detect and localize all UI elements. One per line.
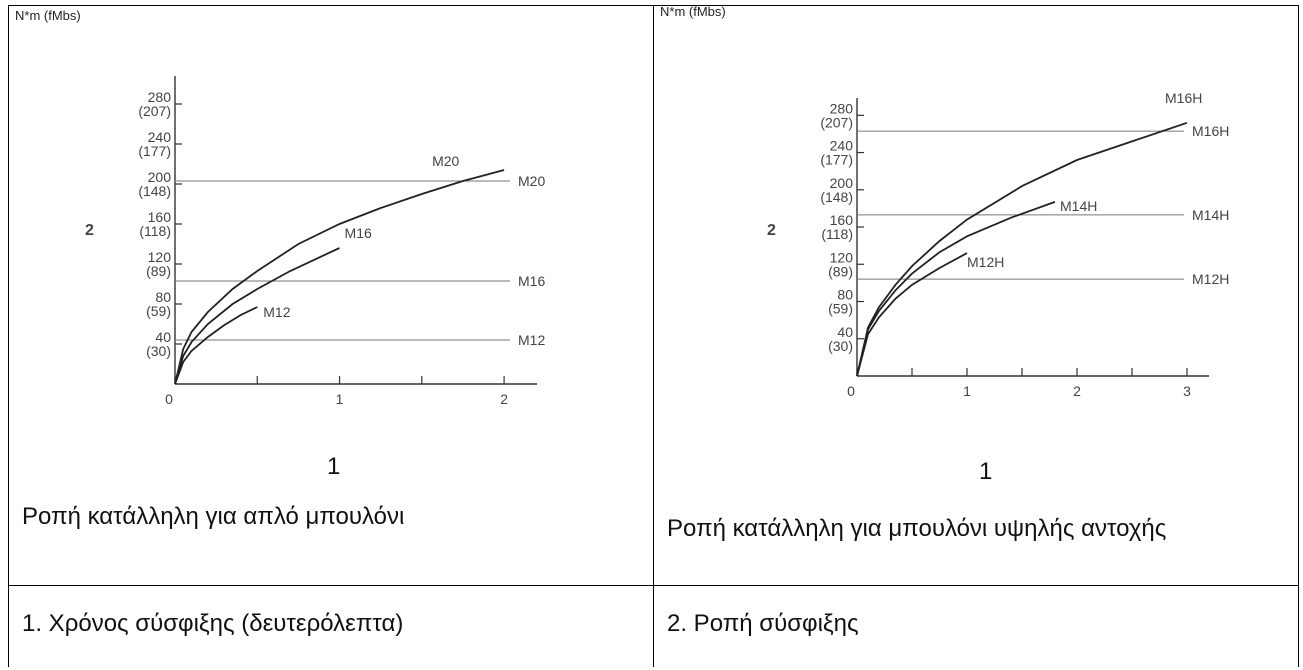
- x-tick-label: 2: [500, 391, 508, 407]
- series-label: M12: [263, 304, 290, 320]
- left-chart: 280(207)240(177)200(148)160(118)120(89)8…: [85, 76, 545, 407]
- x-tick-label: 1: [963, 383, 971, 399]
- y-tick-sublabel: (118): [821, 226, 853, 242]
- right-chart-caption: Ροπή κατάλληλη για μπουλόνι υψηλής αντοχ…: [667, 515, 1167, 542]
- y-tick-sublabel: (207): [138, 103, 171, 119]
- x-tick-label: 0: [847, 383, 855, 399]
- y-tick-sublabel: (207): [820, 114, 853, 130]
- x-tick-label: 1: [336, 391, 344, 407]
- y-tick-sublabel: (89): [828, 263, 853, 279]
- y-tick-sublabel: (118): [139, 223, 171, 239]
- y-tick-label: 120: [148, 249, 172, 265]
- reference-line-label: M20: [518, 173, 545, 189]
- x-tick-label: 3: [1183, 383, 1191, 399]
- footer-legend-torque: 2. Ροπή σύσφιξης: [667, 610, 859, 637]
- series-curve: [856, 201, 1056, 377]
- series-curve: [174, 169, 505, 385]
- y-tick-label: 280: [148, 89, 172, 105]
- series-curve: [856, 121, 1188, 377]
- y-tick-sublabel: (30): [146, 343, 171, 359]
- series-label: M14H: [1060, 198, 1097, 214]
- right-chart: 280(207)240(177)200(148)160(118)120(89)8…: [767, 90, 1229, 399]
- footer-legend-time: 1. Χρόνος σύσφιξης (δευτερόλεπτα): [22, 610, 404, 637]
- y-tick-label: 240: [148, 129, 172, 145]
- reference-line-label: M16: [518, 273, 545, 289]
- y-tick-label: 120: [830, 249, 854, 265]
- y-tick-sublabel: (59): [146, 303, 171, 319]
- x-tick-label: 0: [165, 391, 173, 407]
- left-chart-caption: Ροπή κατάλληλη για απλό μπουλόνι: [22, 503, 405, 530]
- series-curve: [174, 306, 258, 385]
- reference-line-label: M16H: [1192, 123, 1229, 139]
- y-tick-sublabel: (89): [146, 263, 171, 279]
- left-chart-cell: N*m (fMbs) 280 (207) 240 (177) 200 (148) 160 (1…: [8, 5, 654, 586]
- series-curve: [856, 252, 968, 377]
- y-tick-label: 40: [837, 324, 853, 340]
- series-label: M12H: [967, 254, 1004, 270]
- series-label: M20: [432, 153, 459, 169]
- y-tick-label: 240: [830, 138, 854, 154]
- y-tick-label: 160: [148, 209, 172, 225]
- y-tick-label: 160: [830, 212, 854, 228]
- series-curve: [174, 247, 340, 385]
- y-tick-sublabel: (177): [820, 152, 853, 168]
- series-label: M16: [345, 225, 372, 241]
- y-tick-sublabel: (177): [138, 143, 171, 159]
- y-axis-title: 2: [85, 222, 94, 239]
- y-tick-sublabel: (148): [138, 183, 171, 199]
- y-tick-sublabel: (59): [828, 301, 853, 317]
- y-tick-label: 280: [830, 100, 854, 116]
- footer-right-cell: 2. Ροπή σύσφιξης: [653, 585, 1299, 667]
- right-x-axis-title: 1: [979, 458, 993, 485]
- y-tick-sublabel: (148): [820, 189, 853, 205]
- y-axis-title: 2: [767, 222, 776, 239]
- x-tick-label: 2: [1073, 383, 1081, 399]
- right-chart-cell: N*m (fMbs) 280 (207) 240 (177) 200 (148) 160 (1…: [653, 4, 1299, 586]
- left-x-axis-title: 1: [327, 453, 341, 480]
- y-tick-label: 80: [837, 287, 853, 303]
- reference-line-label: M14H: [1192, 207, 1229, 223]
- reference-line-label: M12H: [1192, 271, 1229, 287]
- y-tick-label: 80: [155, 289, 171, 305]
- y-tick-label: 200: [148, 169, 172, 185]
- footer-left-cell: 1. Χρόνος σύσφιξης (δευτερόλεπτα): [8, 585, 654, 667]
- right-unit-label: N*m (fMbs): [660, 4, 726, 19]
- y-tick-label: 200: [830, 175, 854, 191]
- reference-line-label: M12: [518, 332, 545, 348]
- layout-table: N*m (fMbs) 280 (207) 240 (177) 200 (148) 160 (1…: [8, 4, 1299, 667]
- y-tick-sublabel: (30): [828, 338, 853, 354]
- y-tick-label: 40: [155, 329, 171, 345]
- left-unit-label: N*m (fMbs): [15, 8, 81, 23]
- series-label: M16H: [1165, 90, 1202, 106]
